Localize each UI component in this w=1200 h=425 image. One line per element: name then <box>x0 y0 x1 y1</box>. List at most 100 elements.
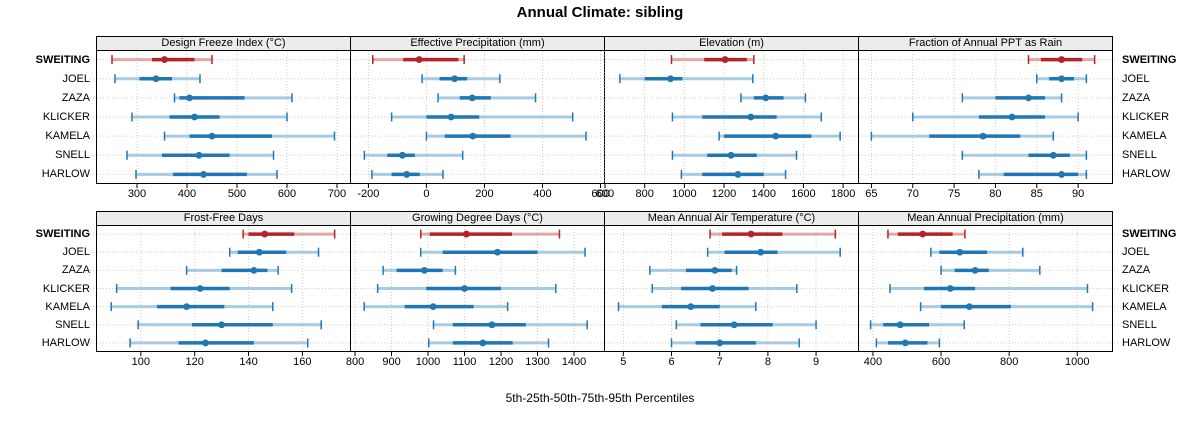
series-harlow <box>428 338 550 348</box>
panel-design-freeze-index-c <box>90 50 351 188</box>
site-label-left-snell: SNELL <box>55 318 90 331</box>
site-label-right-joel: JOEL <box>1122 72 1150 85</box>
site-label-right-klicker: KLICKER <box>1122 111 1170 123</box>
series-joel <box>419 247 586 257</box>
series-zaza <box>185 265 279 275</box>
site-label-left-harlow: HARLOW <box>41 168 90 181</box>
series-sweiting <box>709 229 837 239</box>
median-dot <box>762 94 770 102</box>
median-dot <box>186 94 193 102</box>
median-dot <box>716 339 724 347</box>
series-sweiting <box>887 229 966 239</box>
median-dot <box>429 303 437 311</box>
series-klicker <box>376 284 557 293</box>
x-tick-label: 5 <box>620 356 627 368</box>
series-snell <box>137 320 322 330</box>
series-sweiting <box>242 229 336 239</box>
series-joel <box>228 247 320 257</box>
site-label-right-snell: SNELL <box>1122 149 1157 162</box>
x-tick-label: 120 <box>185 356 204 368</box>
x-tick-label: 1200 <box>711 188 737 200</box>
strip-effective-precipitation-mm: Effective Precipitation (mm) <box>350 36 605 51</box>
median-dot <box>469 132 477 140</box>
site-label-left-joel: JOEL <box>62 72 90 85</box>
series-snell <box>671 150 798 160</box>
series-kamela <box>110 302 274 312</box>
series-zaza <box>961 93 1063 103</box>
strip-frost-free-days: Frost-Free Days <box>96 211 351 226</box>
median-dot <box>1049 151 1057 159</box>
series-sweiting <box>111 55 213 65</box>
median-dot <box>161 56 168 63</box>
median-dot <box>709 285 716 292</box>
median-dot <box>451 75 458 83</box>
series-harlow <box>135 169 278 179</box>
median-dot <box>403 171 411 178</box>
series-zaza <box>649 265 738 275</box>
median-dot <box>208 132 216 140</box>
x-tick-label: 90 <box>1071 188 1085 200</box>
median-dot <box>152 75 160 83</box>
x-tick-label: 400 <box>533 188 552 200</box>
median-dot <box>493 248 501 256</box>
median-dot <box>200 171 207 178</box>
site-label-left-snell: SNELL <box>55 149 90 162</box>
x-tick-label: 8 <box>764 356 771 368</box>
panel-mean-annual-air-temperature-c <box>604 225 859 356</box>
x-tick-label: 700 <box>327 188 347 200</box>
series-sweiting <box>419 229 561 239</box>
median-dot <box>687 303 695 311</box>
chart-title: Annual Climate: sibling <box>516 4 684 21</box>
series-snell <box>961 150 1088 160</box>
series-joel <box>114 74 201 84</box>
site-label-left-zaza: ZAZA <box>61 264 90 277</box>
strip-fraction-of-annual-ppt-as-rain: Fraction of Annual PPT as Rain <box>858 36 1113 51</box>
median-dot <box>195 151 203 159</box>
series-joel <box>421 74 501 84</box>
median-dot <box>965 303 973 311</box>
percentile-caption: 5th-25th-50th-75th-95th Percentiles <box>505 391 695 405</box>
series-zaza <box>940 265 1041 275</box>
median-dot <box>757 248 765 256</box>
x-tick-label: 75 <box>947 188 961 200</box>
site-label-left-kamela: KAMELA <box>45 300 90 313</box>
median-dot <box>250 266 258 274</box>
median-dot <box>901 339 909 347</box>
series-snell <box>432 320 588 330</box>
x-tick-label: 1800 <box>830 188 856 200</box>
site-label-left-sweiting: SWEITING <box>35 228 90 241</box>
site-label-left-sweiting: SWEITING <box>35 53 90 66</box>
median-dot <box>479 339 487 347</box>
median-dot <box>420 266 428 274</box>
series-klicker <box>390 112 574 122</box>
series-harlow <box>670 338 800 348</box>
series-klicker <box>651 284 798 293</box>
x-tick-label: 600 <box>931 356 951 368</box>
x-tick-label: 1300 <box>525 356 550 368</box>
median-dot <box>721 56 729 63</box>
series-kamela <box>425 131 587 141</box>
median-dot <box>1058 171 1065 178</box>
x-tick-label: 200 <box>475 188 494 200</box>
x-tick-label: 7 <box>716 356 723 368</box>
site-label-right-zaza: ZAZA <box>1122 91 1151 104</box>
median-dot <box>747 113 755 121</box>
median-dot <box>255 248 263 256</box>
x-tick-label: 1000 <box>672 188 697 200</box>
site-label-left-klicker: KLICKER <box>42 111 90 123</box>
site-label-left-joel: JOEL <box>62 246 90 259</box>
panel-fraction-of-annual-ppt-as-rain <box>858 50 1119 188</box>
median-dot <box>415 56 423 63</box>
series-snell <box>363 150 464 160</box>
x-tick-label: 1000 <box>1065 356 1090 368</box>
x-tick-label: 800 <box>345 356 365 368</box>
strip-elevation-m: Elevation (m) <box>604 36 859 51</box>
series-kamela <box>163 131 336 141</box>
panel-mean-annual-precipitation-mm <box>858 225 1119 356</box>
median-dot <box>747 230 755 238</box>
strip-mean-annual-precipitation-mm: Mean Annual Precipitation (mm) <box>858 211 1113 226</box>
site-label-left-zaza: ZAZA <box>61 91 90 104</box>
series-zaza <box>382 265 457 275</box>
site-label-right-sweiting: SWEITING <box>1122 228 1177 241</box>
